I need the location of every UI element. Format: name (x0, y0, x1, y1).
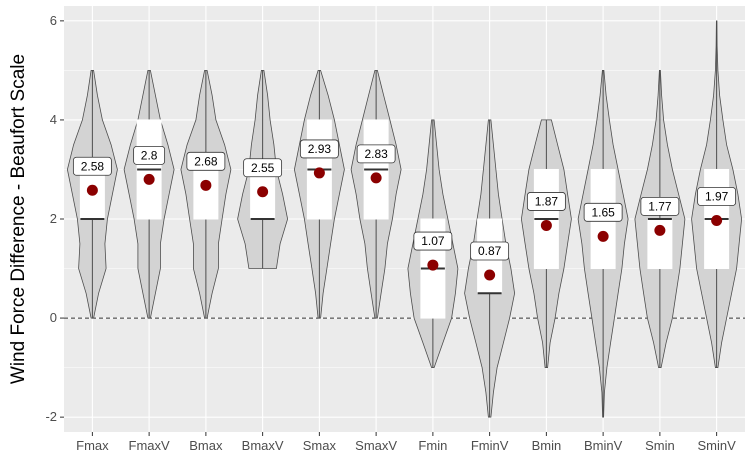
violin-group-sminv: 1.97 (691, 20, 743, 368)
mean-label: 1.97 (705, 189, 729, 203)
mean-label-box (470, 241, 510, 261)
violin-group-bminv: 1.65 (577, 70, 629, 418)
mean-label-box (583, 202, 623, 222)
mean-point (427, 259, 439, 271)
x-tick-label: BminV (584, 438, 623, 453)
violin-group-bmaxv: 2.55 (237, 70, 289, 269)
mean-label: 2.83 (364, 147, 388, 161)
x-tick-label: SminV (697, 438, 736, 453)
mean-point (313, 167, 325, 179)
violin-group-bmin: 1.87 (520, 119, 572, 368)
mean-point (654, 224, 666, 236)
mean-point (200, 179, 212, 191)
mean-label-box (72, 156, 112, 176)
mean-label-box (299, 139, 339, 159)
y-tick-label: 0 (50, 310, 57, 325)
y-axis-title: Wind Force Difference - Beaufort Scale (8, 54, 29, 384)
mean-label: 2.93 (308, 142, 332, 156)
mean-label: 2.58 (81, 159, 105, 173)
mean-label: 2.55 (251, 161, 275, 175)
axes: -2 0 2 4 6 Fmax FmaxV Bmax BmaxV Smax SmaxV Fmin Fmi… (45, 13, 736, 453)
y-tick-label: -2 (45, 409, 57, 424)
violins: 2.58 2.8 2.68 2.55 2.93 2.83 1.07 0.87 1.87 1.65 1… (66, 20, 743, 418)
mean-label: 1.07 (421, 234, 445, 248)
x-tick-label: Smax (303, 438, 337, 453)
mean-label: 2.68 (194, 154, 218, 168)
x-tick-label: Smin (645, 438, 675, 453)
mean-label-box (243, 158, 283, 178)
mean-label-box (356, 144, 396, 164)
mean-label-box (526, 192, 566, 211)
mean-label: 1.87 (535, 194, 559, 208)
violin-group-fmin: 1.07 (407, 119, 459, 368)
x-tick-label: BmaxV (242, 438, 284, 453)
violin-group-smin: 1.77 (634, 70, 686, 368)
y-tick-label: 4 (50, 112, 57, 127)
x-tick-label: Bmax (189, 438, 223, 453)
mean-point (484, 269, 496, 281)
y-tick-label: 6 (50, 13, 57, 28)
mean-label: 2.8 (141, 148, 158, 162)
violin-group-fmaxv: 2.8 (123, 70, 175, 319)
violin-group-fmax: 2.58 (66, 70, 118, 319)
mean-label-box (133, 145, 166, 165)
x-tick-label: SmaxV (355, 438, 397, 453)
mean-point (711, 214, 723, 226)
mean-point (370, 172, 382, 184)
mean-label-box (413, 231, 453, 251)
x-tick-label: Fmax (76, 438, 109, 453)
mean-point (86, 184, 98, 196)
mean-label-box (186, 151, 226, 171)
box-iqr (193, 168, 219, 220)
mean-point (597, 230, 609, 242)
mean-label-box (697, 187, 737, 206)
x-tick-label: FmaxV (129, 438, 171, 453)
violin-group-smaxv: 2.83 (350, 70, 402, 319)
x-tick-label: FminV (471, 438, 509, 453)
mean-label: 1.65 (591, 205, 615, 219)
y-tick-label: 2 (50, 211, 57, 226)
mean-point (143, 173, 155, 185)
mean-label-box (640, 196, 680, 216)
violin-group-smax: 2.93 (293, 70, 345, 319)
mean-point (540, 219, 552, 231)
mean-label: 1.77 (648, 199, 672, 213)
mean-point (257, 186, 269, 198)
violin-group-fminv: 0.87 (464, 119, 516, 418)
mean-label: 0.87 (478, 244, 502, 258)
x-tick-label: Bmin (532, 438, 562, 453)
x-tick-label: Fmin (418, 438, 447, 453)
violin-group-bmax: 2.68 (180, 70, 232, 319)
